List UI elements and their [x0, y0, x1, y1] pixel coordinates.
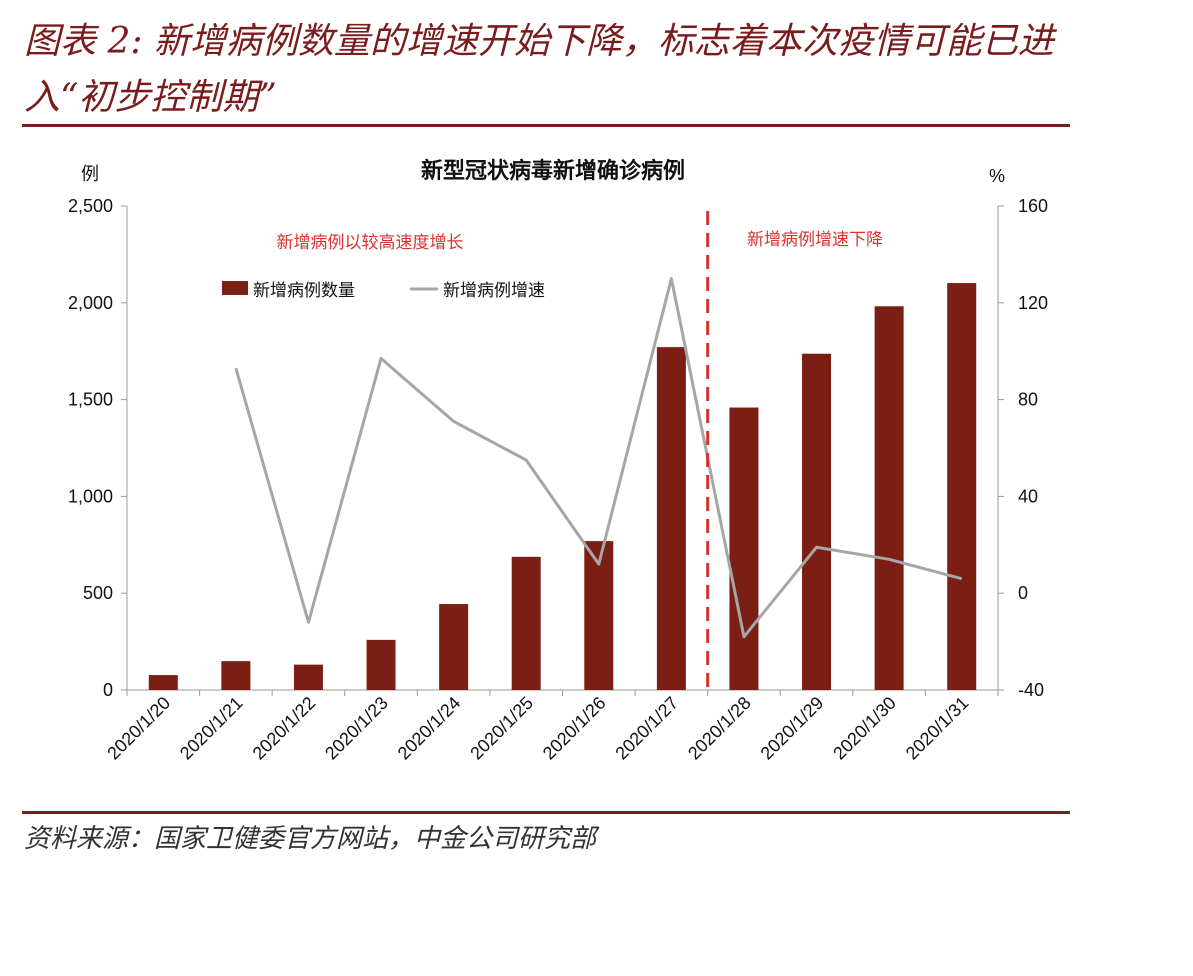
- bar: [802, 353, 832, 690]
- left-axis: 0 500 1,000 1,500 2,000 2,500: [68, 196, 127, 700]
- bar: [656, 347, 686, 690]
- bar: [874, 306, 904, 690]
- right-axis-unit: %: [989, 166, 1005, 186]
- right-tick-label: 160: [1018, 196, 1048, 216]
- x-tick-label: 2020/1/30: [829, 693, 900, 764]
- source-divider: [22, 811, 1070, 814]
- legend: 新增病例数量 新增病例增速: [222, 281, 545, 301]
- x-tick-label: 2020/1/29: [757, 693, 828, 764]
- x-tick-label: 2020/1/24: [394, 693, 465, 764]
- line-series: [234, 277, 963, 639]
- x-tick-label: 2020/1/31: [902, 693, 973, 764]
- annotation-falling: 新增病例增速下降: [747, 230, 883, 250]
- x-tick-label: 2020/1/21: [176, 693, 247, 764]
- right-axis: -40 0 40 80 120 160: [998, 196, 1048, 700]
- left-tick-label: 500: [83, 583, 113, 603]
- bar: [293, 664, 323, 690]
- bar: [729, 407, 759, 690]
- bar: [439, 604, 469, 690]
- x-tick-label: 2020/1/23: [321, 693, 392, 764]
- bar: [366, 639, 396, 690]
- chart-title: 新型冠状病毒新增确诊病例: [421, 158, 685, 184]
- left-axis-unit: 例: [81, 164, 99, 184]
- bar: [511, 556, 541, 690]
- title-divider: [22, 124, 1070, 127]
- annotation-rising: 新增病例以较高速度增长: [277, 233, 464, 253]
- x-tick-label: 2020/1/26: [539, 693, 610, 764]
- legend-label-bars: 新增病例数量: [253, 281, 355, 301]
- bar: [148, 675, 178, 690]
- bar: [584, 541, 614, 690]
- bar: [947, 283, 977, 690]
- legend-label-line: 新增病例增速: [443, 281, 545, 301]
- left-tick-label: 2,000: [68, 293, 113, 313]
- x-tick-label: 2020/1/27: [611, 693, 682, 764]
- x-tick-label: 2020/1/25: [466, 693, 537, 764]
- right-tick-label: -40: [1018, 680, 1044, 700]
- figure-title: 图表 2: 新增病例数量的增速开始下降，标志着本次疫情可能已进入“初步控制期”: [24, 21, 1054, 118]
- right-tick-label: 120: [1018, 293, 1048, 313]
- left-tick-label: 1,500: [68, 390, 113, 410]
- source-note: 资料来源：国家卫健委官方网站，中金公司研究部: [24, 824, 597, 854]
- x-tick-label: 2020/1/28: [684, 693, 755, 764]
- legend-swatch-bars: [222, 281, 248, 295]
- x-tick-label: 2020/1/20: [103, 693, 174, 764]
- bar-series: [148, 283, 977, 690]
- growth-line: [234, 277, 963, 639]
- right-tick-label: 40: [1018, 486, 1038, 506]
- combo-chart: 新型冠状病毒新增确诊病例 例 % 0 500 1,000 1,500 2,000 2,50…: [68, 158, 1048, 764]
- x-tick-label: 2020/1/22: [249, 693, 320, 764]
- bar: [221, 661, 251, 690]
- left-tick-label: 0: [103, 680, 113, 700]
- left-tick-label: 2,500: [68, 196, 113, 216]
- right-tick-label: 0: [1018, 583, 1028, 603]
- left-tick-label: 1,000: [68, 486, 113, 506]
- x-axis: 2020/1/20 2020/1/21 2020/1/22 2020/1/23 2020…: [103, 690, 999, 764]
- right-tick-label: 80: [1018, 390, 1038, 410]
